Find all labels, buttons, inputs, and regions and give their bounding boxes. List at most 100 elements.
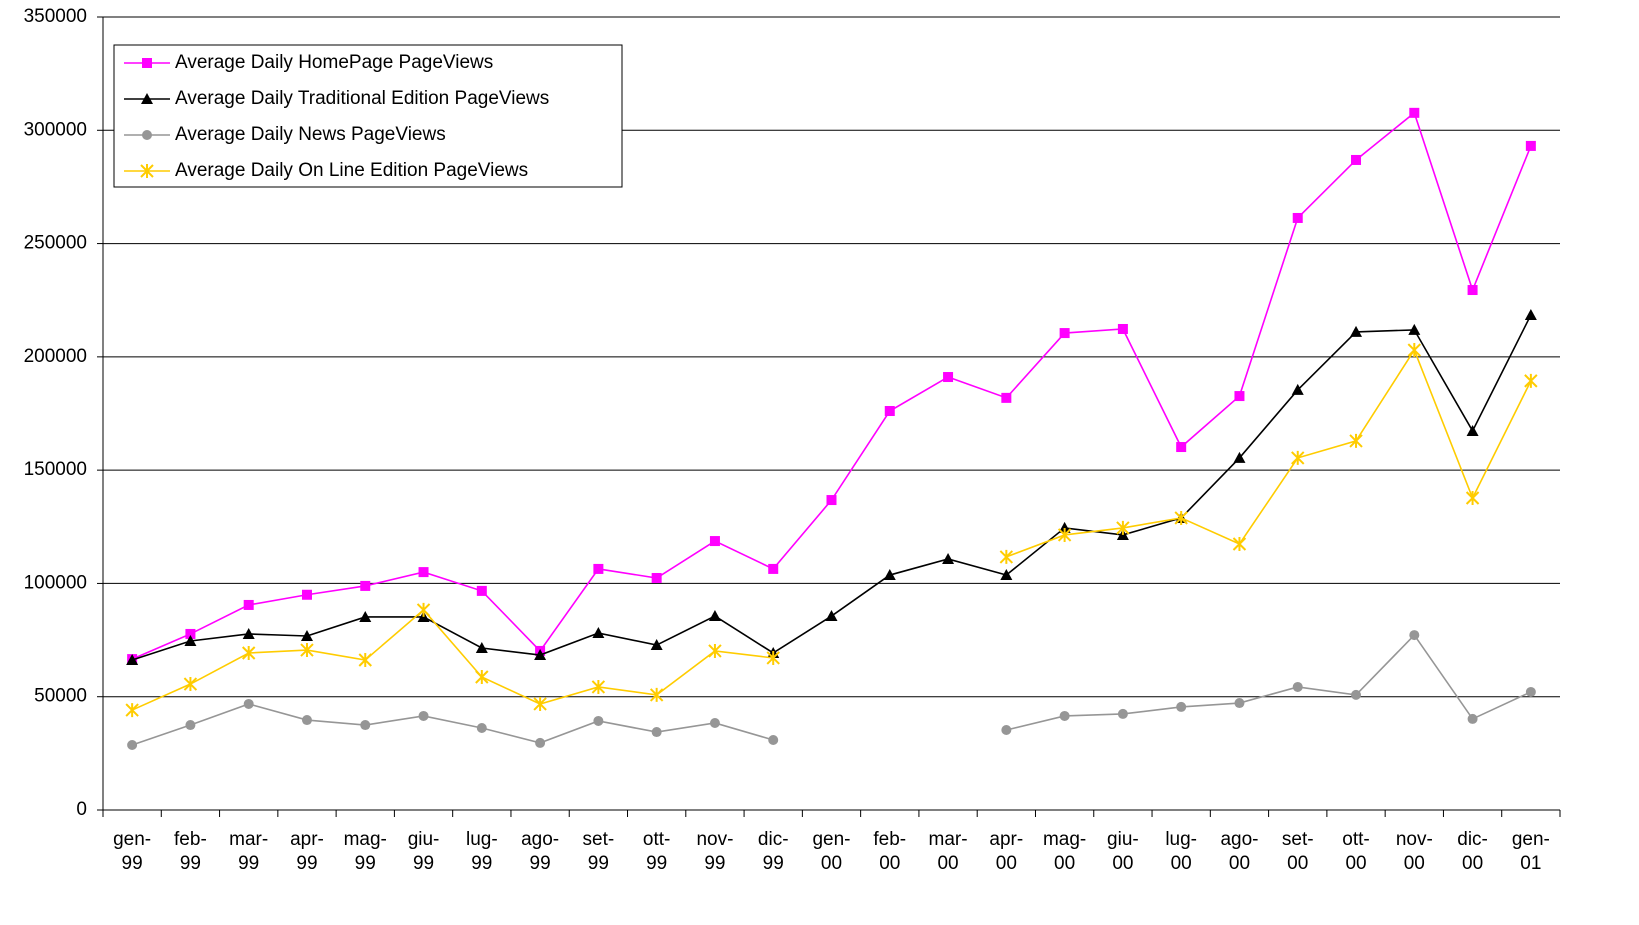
marker <box>475 642 488 654</box>
marker <box>709 536 720 547</box>
x-tick-label: dic-99 <box>757 829 789 874</box>
x-tick-label: lug-99 <box>465 829 498 874</box>
marker <box>535 737 546 748</box>
marker <box>1351 154 1362 165</box>
legend-marker <box>142 58 152 68</box>
marker <box>183 677 198 692</box>
marker <box>591 679 606 694</box>
x-tick-label: nov-00 <box>1395 829 1433 874</box>
marker <box>1291 450 1305 465</box>
marker <box>1176 701 1187 712</box>
series-line <box>131 314 1532 661</box>
marker <box>650 639 663 651</box>
x-tick-label: apr-99 <box>290 829 324 874</box>
series-line <box>131 633 1532 746</box>
marker <box>418 567 429 578</box>
x-tick-label: set-99 <box>582 829 615 874</box>
marker <box>1117 708 1128 719</box>
marker <box>999 549 1014 564</box>
y-tick-label: 200000 <box>24 346 87 367</box>
marker <box>242 627 255 639</box>
marker <box>943 372 954 383</box>
legend-box <box>113 44 623 188</box>
legend-label: Average Daily News PageViews <box>175 124 446 145</box>
x-tick-label: giu-99 <box>407 829 440 874</box>
marker <box>300 629 313 641</box>
series-line <box>131 111 1532 660</box>
x-tick-label: mar-99 <box>229 829 269 874</box>
marker <box>1234 391 1245 402</box>
marker <box>1000 569 1013 581</box>
marker <box>475 670 489 685</box>
marker <box>826 495 837 506</box>
marker <box>1525 686 1536 697</box>
marker <box>301 715 312 726</box>
legend-label: Average Daily Traditional Edition PageVi… <box>175 88 549 109</box>
legend-marker <box>141 93 153 104</box>
marker <box>418 710 429 721</box>
x-tick-label: mar-00 <box>928 829 968 874</box>
marker <box>649 687 664 702</box>
x-tick-label: dic-00 <box>1457 829 1488 874</box>
marker <box>359 610 372 622</box>
marker <box>1409 630 1420 641</box>
marker <box>1059 710 1070 721</box>
marker <box>1466 424 1479 436</box>
marker <box>1351 689 1362 700</box>
x-tick-label: ott-99 <box>642 829 671 874</box>
marker <box>1059 328 1070 339</box>
y-tick-label: 0 <box>76 799 87 820</box>
marker <box>708 610 721 622</box>
marker <box>1525 140 1536 151</box>
marker <box>593 715 604 726</box>
marker <box>1001 725 1012 736</box>
marker <box>243 599 254 610</box>
legend-marker <box>140 164 154 178</box>
x-tick-label: set-00 <box>1281 829 1314 874</box>
marker <box>241 645 256 660</box>
marker <box>651 727 662 738</box>
legend: Average Daily HomePage PageViews Average … <box>113 44 623 188</box>
x-tick-label: feb-00 <box>873 829 907 874</box>
x-tick-label: gen-00 <box>812 829 851 874</box>
y-tick-label: 300000 <box>24 119 87 140</box>
marker <box>593 563 604 574</box>
marker <box>1291 383 1304 395</box>
marker <box>1350 325 1363 337</box>
legend-marker <box>142 130 152 140</box>
x-tick-label: feb-99 <box>174 829 207 874</box>
marker <box>360 720 371 731</box>
marker <box>1465 491 1480 506</box>
marker <box>1176 442 1187 453</box>
y-tick-label: 50000 <box>34 686 87 707</box>
marker <box>126 654 139 666</box>
x-tick-label: apr-00 <box>989 829 1024 874</box>
marker <box>416 602 431 617</box>
marker <box>1174 510 1188 525</box>
marker <box>1232 537 1247 552</box>
marker <box>1349 433 1363 448</box>
marker <box>358 653 372 668</box>
x-tick-label: ago-00 <box>1220 829 1259 874</box>
marker <box>185 628 196 639</box>
marker <box>1234 698 1245 709</box>
marker <box>476 585 487 596</box>
marker <box>1408 323 1421 335</box>
marker <box>243 698 254 709</box>
marker <box>1292 681 1303 692</box>
series-line <box>131 348 1532 711</box>
marker <box>883 569 896 581</box>
marker <box>1409 107 1420 118</box>
marker <box>476 722 487 733</box>
x-tick-label: mag-00 <box>1042 829 1087 874</box>
x-tick-label: gen-01 <box>1511 829 1550 874</box>
y-tick-label: 350000 <box>24 6 87 27</box>
marker <box>360 580 371 591</box>
x-tick-label: mag-99 <box>343 829 387 874</box>
marker <box>1292 212 1303 223</box>
x-tick-label: nov-99 <box>696 829 734 874</box>
marker <box>709 717 720 728</box>
marker <box>708 643 722 658</box>
